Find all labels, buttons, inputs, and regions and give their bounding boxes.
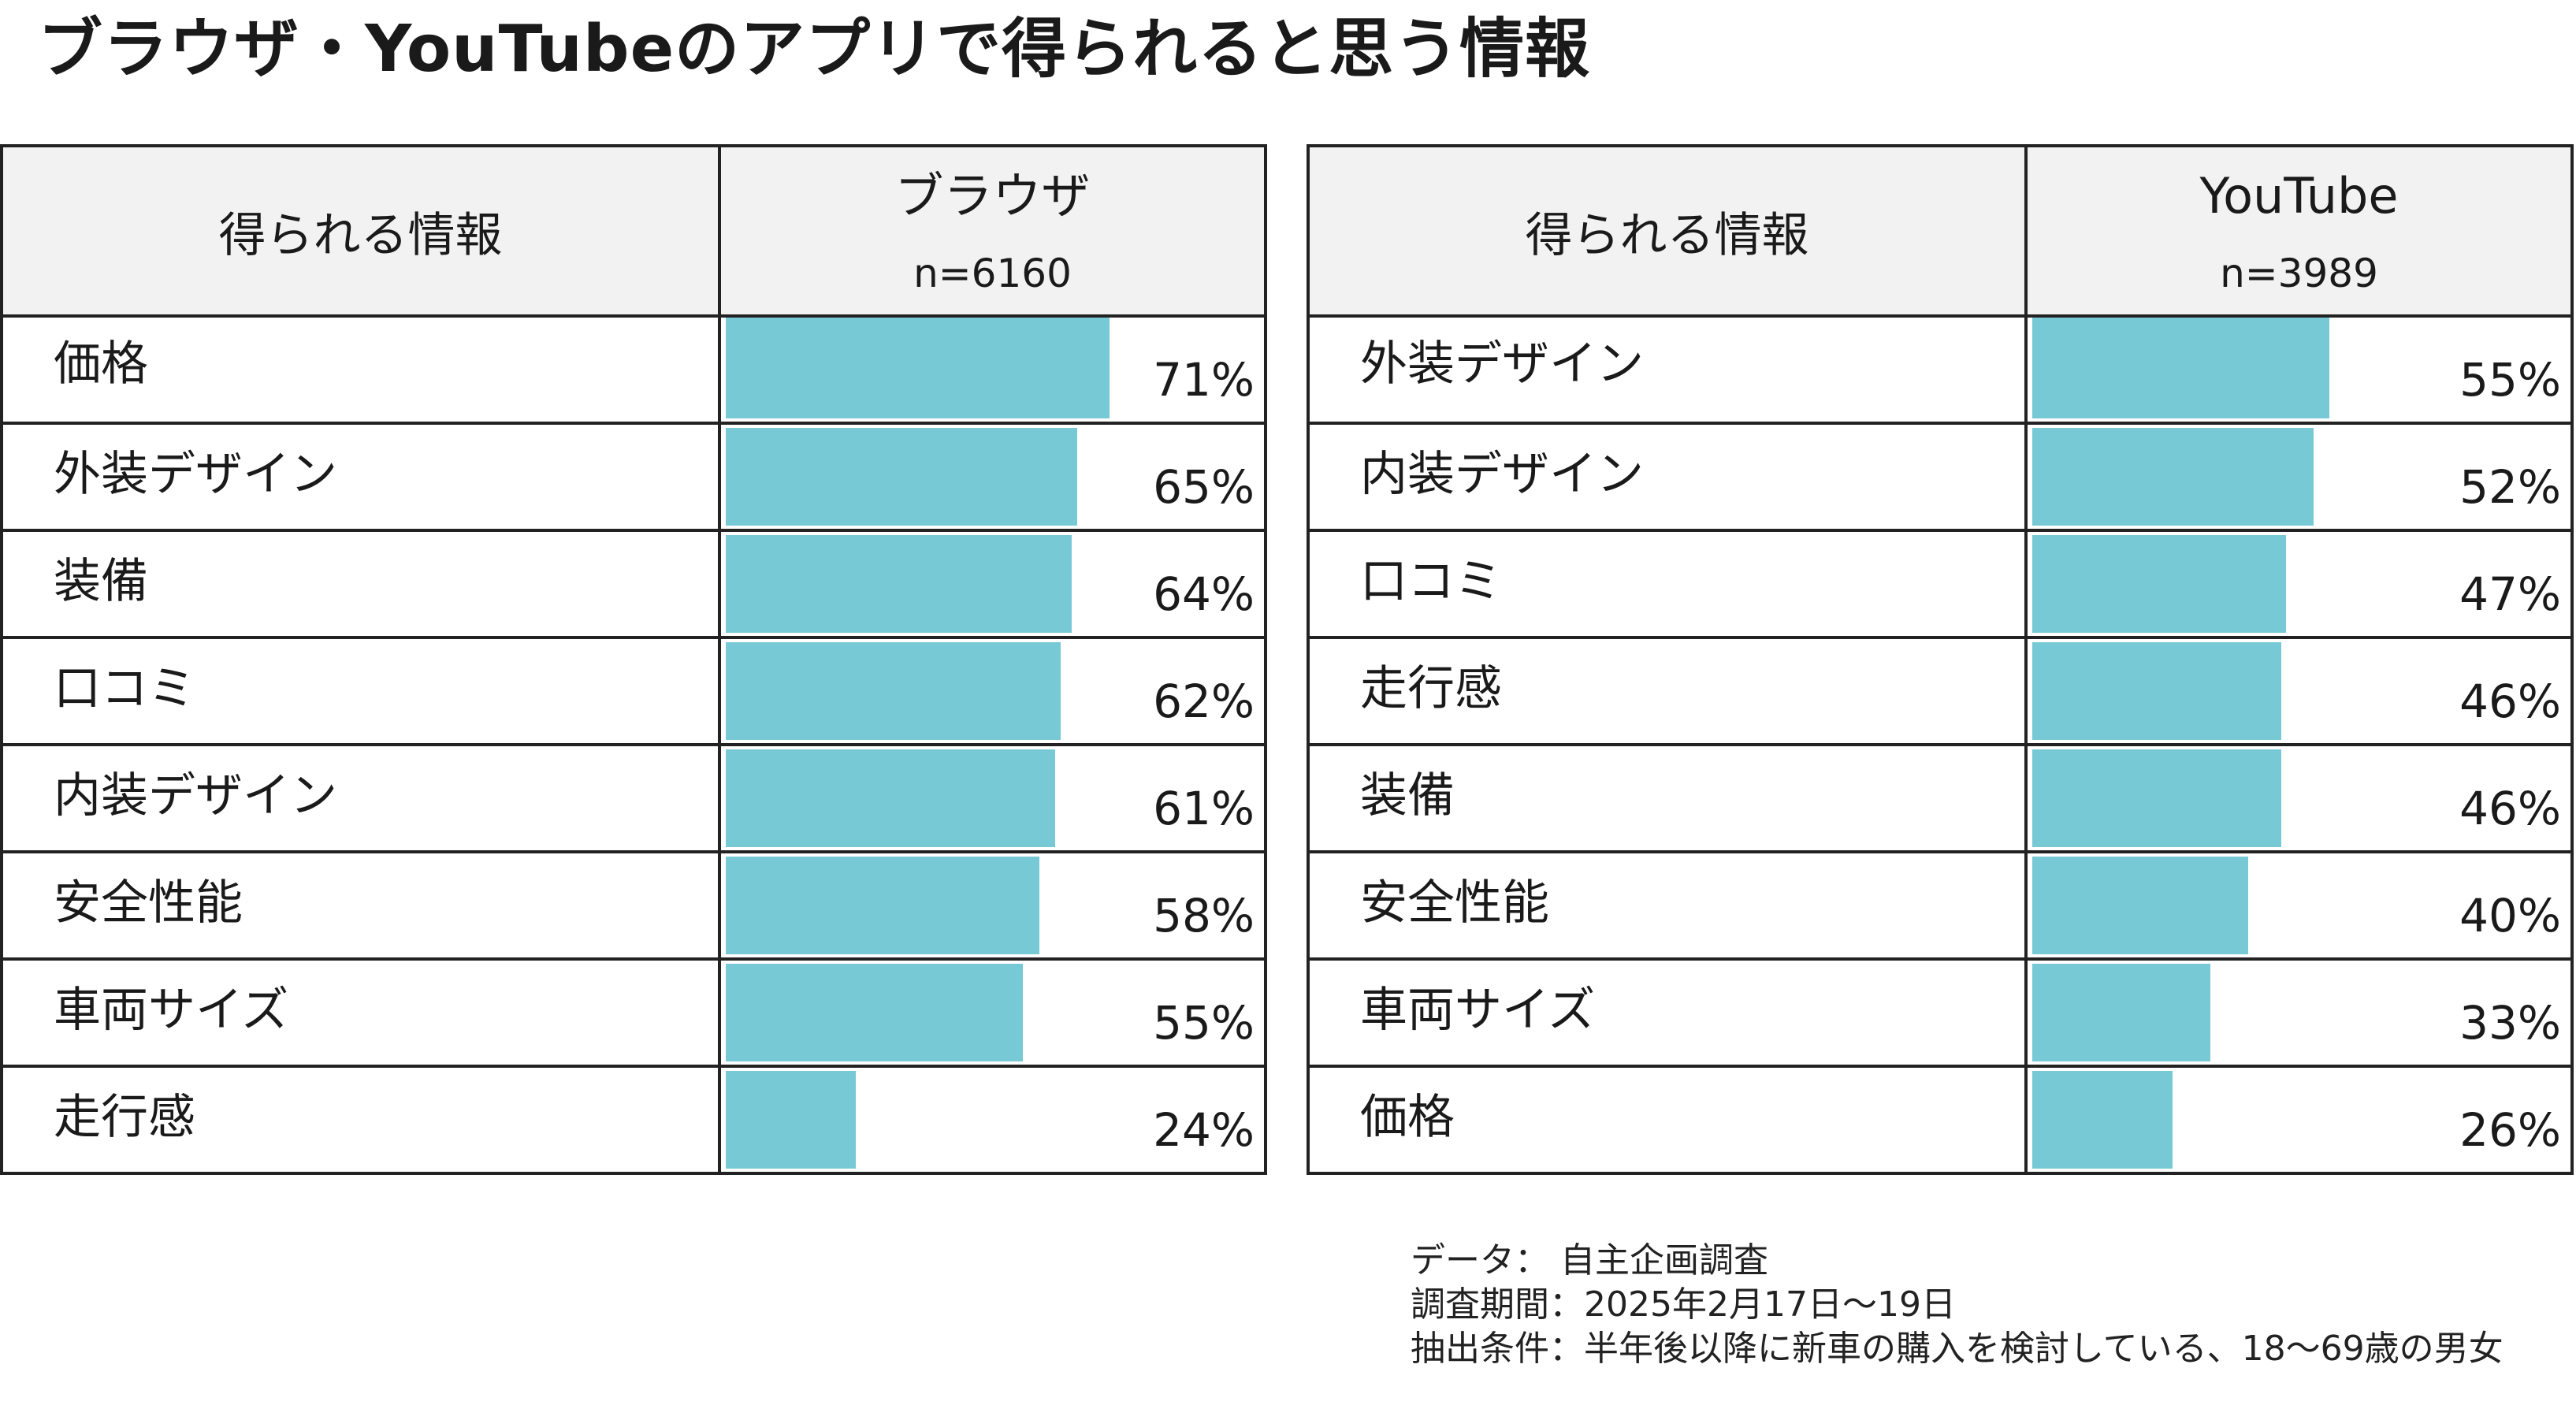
bar <box>2032 857 2248 954</box>
table-row: 装備 64% <box>3 529 1264 636</box>
value-cell: 65% <box>718 425 1264 529</box>
value-cell: 26% <box>2024 1068 2570 1172</box>
value-cell: 47% <box>2024 532 2570 636</box>
value-label: 58% <box>1153 889 1255 942</box>
bar <box>726 749 1055 847</box>
bar <box>726 318 1110 418</box>
value-label: 65% <box>1153 460 1255 514</box>
value-cell: 46% <box>2024 639 2570 743</box>
bar <box>726 1071 856 1169</box>
bar <box>2032 1071 2173 1169</box>
table-row: 内装デザイン 61% <box>3 743 1264 850</box>
page-title: ブラウザ・YouTubeのアプリで得られると思う情報 <box>38 12 1591 87</box>
value-cell: 33% <box>2024 961 2570 1065</box>
header-info-label: 得られる情報 <box>1525 207 1809 263</box>
value-label: 26% <box>2459 1103 2561 1157</box>
bar <box>726 964 1023 1061</box>
value-label: 55% <box>1153 996 1255 1050</box>
bar <box>726 857 1039 954</box>
value-label: 64% <box>1153 567 1255 621</box>
category-label: 安全性能 <box>54 875 243 931</box>
category-label: 装備 <box>54 553 148 609</box>
table-header: 得られる情報 ブラウザ n=6160 <box>3 147 1264 318</box>
sample-size: n=6160 <box>913 251 1072 296</box>
source-note: データ： 自主企画調査 調査期間：2025年2月17日～19日 抽出条件：半年後… <box>1411 1239 2504 1371</box>
value-cell: 55% <box>2024 314 2570 422</box>
value-label: 47% <box>2459 567 2561 621</box>
header-series: ブラウザ n=6160 <box>718 147 1264 314</box>
category-label: 外装デザイン <box>54 446 337 502</box>
bar <box>2032 318 2329 418</box>
sample-size: n=3989 <box>2220 251 2378 296</box>
value-cell: 64% <box>718 532 1264 636</box>
category-label: 車両サイズ <box>1360 982 1596 1038</box>
category-label: 安全性能 <box>1360 875 1549 931</box>
source-period: 調査期間：2025年2月17日～19日 <box>1411 1284 1956 1325</box>
source-criteria: 抽出条件：半年後以降に新車の購入を検討している、18～69歳の男女 <box>1411 1329 2504 1369</box>
value-cell: 24% <box>718 1068 1264 1172</box>
table-row: 価格 71% <box>3 314 1264 422</box>
category-label: 内装デザイン <box>54 768 337 823</box>
table-row: 安全性能 40% <box>1310 850 2570 957</box>
value-label: 24% <box>1153 1103 1255 1157</box>
bar <box>726 428 1077 526</box>
series-name: ブラウザ <box>894 167 1091 225</box>
category-label: 口コミ <box>54 660 195 716</box>
category-label: 価格 <box>54 336 148 392</box>
header-info-label: 得られる情報 <box>218 207 503 263</box>
category-label: 口コミ <box>1360 553 1502 609</box>
bar <box>2032 964 2210 1061</box>
table-rows: 価格 71% 外装デザイン 65% 装備 64% 口コミ 62% 内装デザイン 61% 安全性能 58… <box>3 314 1264 1172</box>
youtube-table: 得られる情報 YouTube n=3989 外装デザイン 55% 内装デザイン 52%… <box>1307 144 2574 1175</box>
series-name: YouTube <box>2199 167 2399 225</box>
value-label: 52% <box>2459 460 2561 514</box>
bar <box>2032 535 2286 633</box>
table-row: 口コミ 47% <box>1310 529 2570 636</box>
table-row: 車両サイズ 55% <box>3 957 1264 1065</box>
category-label: 車両サイズ <box>54 982 289 1038</box>
value-cell: 46% <box>2024 746 2570 850</box>
value-label: 61% <box>1153 782 1255 835</box>
table-rows: 外装デザイン 55% 内装デザイン 52% 口コミ 47% 走行感 46% 装備 46% 安全性能 4… <box>1310 314 2570 1172</box>
category-label: 内装デザイン <box>1360 446 1644 502</box>
value-cell: 58% <box>718 853 1264 957</box>
table-row: 口コミ 62% <box>3 636 1264 743</box>
table-header: 得られる情報 YouTube n=3989 <box>1310 147 2570 318</box>
table-row: 安全性能 58% <box>3 850 1264 957</box>
value-cell: 61% <box>718 746 1264 850</box>
table-row: 内装デザイン 52% <box>1310 422 2570 529</box>
value-cell: 40% <box>2024 853 2570 957</box>
table-row: 装備 46% <box>1310 743 2570 850</box>
bar <box>2032 642 2281 740</box>
bar <box>2032 749 2281 847</box>
table-row: 走行感 46% <box>1310 636 2570 743</box>
value-label: 33% <box>2459 996 2561 1050</box>
value-cell: 71% <box>718 314 1264 422</box>
value-label: 62% <box>1153 675 1255 728</box>
header-series: YouTube n=3989 <box>2024 147 2570 314</box>
bar <box>726 535 1072 633</box>
bar <box>726 642 1061 740</box>
category-label: 外装デザイン <box>1360 336 1644 392</box>
value-label: 46% <box>2459 675 2561 728</box>
value-cell: 62% <box>718 639 1264 743</box>
table-row: 走行感 24% <box>3 1065 1264 1172</box>
value-label: 40% <box>2459 889 2561 942</box>
category-label: 価格 <box>1360 1089 1455 1145</box>
value-label: 55% <box>2459 353 2561 407</box>
category-label: 走行感 <box>54 1089 195 1145</box>
table-row: 外装デザイン 55% <box>1310 314 2570 422</box>
bar <box>2032 428 2314 526</box>
table-row: 外装デザイン 65% <box>3 422 1264 529</box>
value-label: 46% <box>2459 782 2561 835</box>
category-label: 装備 <box>1360 768 1455 823</box>
value-cell: 55% <box>718 961 1264 1065</box>
value-label: 71% <box>1153 353 1255 407</box>
source-data: データ： 自主企画調査 <box>1411 1240 1768 1281</box>
browser-table: 得られる情報 ブラウザ n=6160 価格 71% 外装デザイン 65% 装備 64% 口コ… <box>0 144 1267 1175</box>
table-row: 車両サイズ 33% <box>1310 957 2570 1065</box>
table-row: 価格 26% <box>1310 1065 2570 1172</box>
category-label: 走行感 <box>1360 660 1502 716</box>
value-cell: 52% <box>2024 425 2570 529</box>
